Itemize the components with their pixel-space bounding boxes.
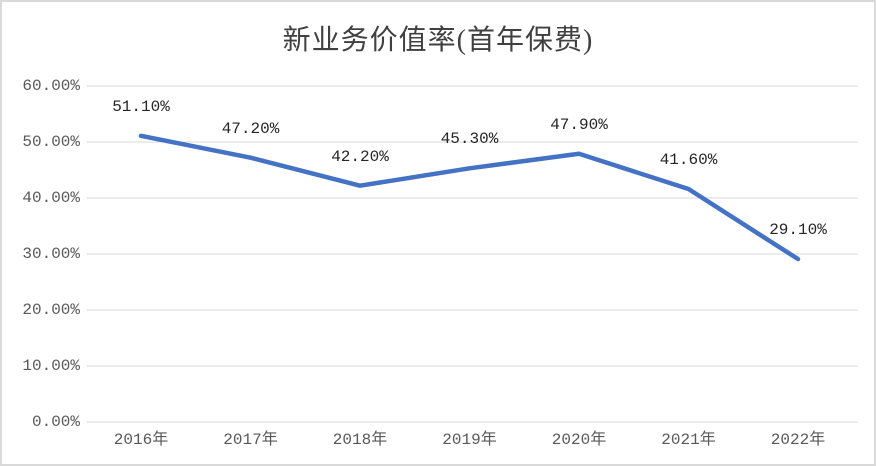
series-line [138, 133, 801, 262]
data-point-label: 47.90% [550, 115, 608, 134]
x-tick-label: 2022年 [770, 431, 826, 449]
x-tick-label: 2018年 [332, 431, 388, 449]
x-tick-label: 2021年 [661, 431, 716, 449]
x-tick-label: 2016年 [113, 431, 169, 449]
x-tick-label: 2019年 [442, 431, 497, 449]
y-tick-label: 30.00% [22, 245, 80, 263]
chart-title: 新业务价值率(首年保费) [282, 25, 594, 56]
data-point-label: 41.60% [659, 151, 718, 170]
y-tick-label: 50.00% [22, 133, 80, 151]
x-tick-label: 2020年 [551, 431, 607, 449]
y-tick-label: 40.00% [22, 189, 80, 207]
data-point-label: 51.10% [112, 97, 170, 116]
data-point-label: 47.20% [221, 119, 280, 138]
x-tick-label: 2017年 [223, 431, 278, 449]
data-point-label: 29.10% [769, 221, 827, 240]
y-tick-label: 20.00% [22, 301, 80, 319]
y-tick-label: 10.00% [22, 357, 80, 375]
data-point-label: 45.30% [440, 130, 499, 149]
y-tick-label: 60.00% [22, 77, 80, 95]
data-point-label: 42.20% [331, 147, 389, 166]
y-tick-label: 0.00% [31, 413, 80, 431]
